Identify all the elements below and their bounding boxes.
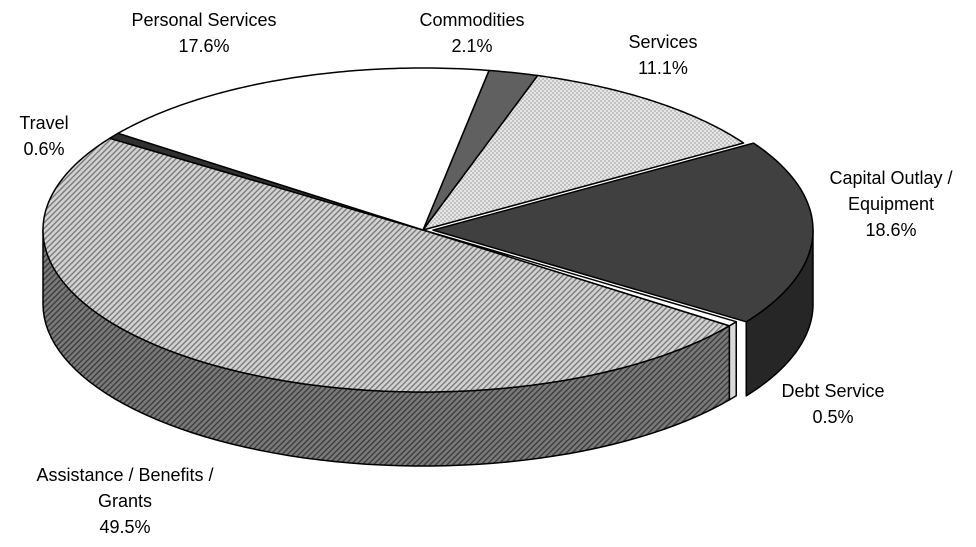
slice-name-assistance-benefits-grants: Assistance / Benefits / [36,465,213,485]
pie-slice-commodities [422,69,539,231]
slice-label-capital-outlay-equipment: Capital Outlay / Equipment 18.6% [829,168,952,240]
pie-side-debt-service [728,320,737,401]
slice-name-commodities: Commodities [419,10,524,30]
slice-percent-personal-services: 17.6% [178,36,229,56]
slice-label-commodities: Commodities 2.1% [419,10,524,56]
pie-slice-assistance-benefits-grants [42,137,731,393]
slice-percent-assistance-benefits-grants: 49.5% [99,517,150,537]
slice-name-assistance-benefits-grants: Grants [98,491,152,511]
pie-slice-personal-services [117,67,490,231]
slice-name-capital-outlay-equipment: Capital Outlay / [829,168,952,188]
slice-name-debt-service: Debt Service [781,381,884,401]
slice-percent-commodities: 2.1% [451,36,492,56]
slice-percent-capital-outlay-equipment: 18.6% [865,220,916,240]
slice-name-services: Services [628,32,697,52]
slice-percent-services: 11.1% [638,58,688,78]
slice-label-travel: Travel 0.6% [19,113,68,159]
slice-name-personal-services: Personal Services [131,10,276,30]
pie-slice-capital-outlay-equipment [432,142,814,323]
slice-name-travel: Travel [19,113,68,133]
pie-labels: Commodities 2.1% Services 11.1% Capital Outl… [19,10,952,537]
slice-label-assistance-benefits-grants: Assistance / Benefits / Grants 49.5% [36,465,213,537]
slice-percent-travel: 0.6% [23,139,64,159]
pie-top-slices [42,67,814,393]
slice-label-personal-services: Personal Services 17.6% [131,10,276,56]
pie-slice-services [422,74,745,231]
slice-label-debt-service: Debt Service 0.5% [781,381,884,427]
slice-percent-debt-service: 0.5% [812,407,853,427]
slice-name-capital-outlay-equipment: Equipment [848,194,934,214]
slice-label-services: Services 11.1% [628,32,697,78]
